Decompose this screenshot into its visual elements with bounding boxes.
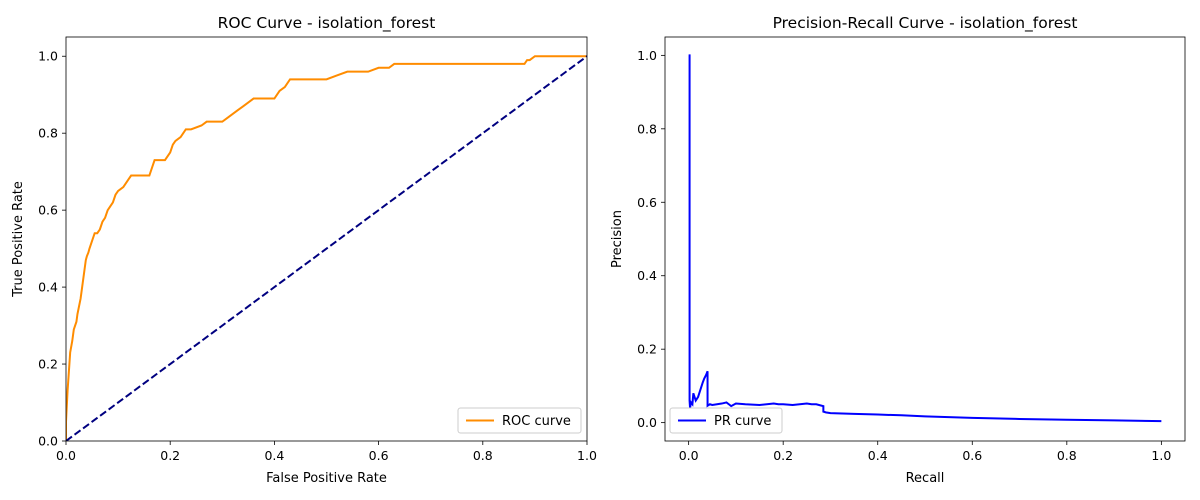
- roc-x-tick-label: 0.0: [56, 448, 76, 463]
- roc-y-tick-label: 0.6: [38, 203, 58, 218]
- roc-axes-frame: [65, 36, 588, 442]
- pr-chart-title: Precision-Recall Curve - isolation_fores…: [773, 14, 1078, 33]
- roc-y-tick-label: 0.4: [38, 280, 58, 295]
- roc-chart: 0.0 0.2 0.4 0.6 0.8 1.0 0.0 0.2 0.4 0.6 0.8 1.0 ROC …: [11, 14, 597, 486]
- roc-x-tick-label: 0.8: [473, 448, 493, 463]
- pr-x-tick-label: 0.8: [1057, 448, 1077, 463]
- pr-x-axis-label: Recall: [906, 471, 945, 486]
- roc-y-tick-label: 0.0: [38, 434, 58, 449]
- pr-legend-label: PR curve: [714, 414, 771, 429]
- roc-x-tick-label: 1.0: [577, 448, 597, 463]
- roc-x-tick-label: 0.4: [264, 448, 284, 463]
- pr-chart: 0.0 0.2 0.4 0.6 0.8 1.0 0.0 0.2 0.4 0.6 0.8 1.0 Prec…: [610, 14, 1186, 486]
- pr-x-tick-label: 0.6: [962, 448, 982, 463]
- roc-x-tick-label: 0.2: [160, 448, 180, 463]
- roc-legend: ROC curve: [457, 407, 582, 434]
- roc-legend-box: [457, 407, 582, 434]
- roc-chart-title: ROC Curve - isolation_forest: [218, 14, 436, 33]
- pr-curve-line: [688, 54, 1162, 423]
- roc-curve-line: [66, 55, 587, 441]
- pr-x-tick-label: 1.0: [1151, 448, 1171, 463]
- pr-y-tick-label: 1.0: [637, 48, 657, 63]
- roc-y-tick-label: 0.8: [38, 126, 58, 141]
- pr-y-tick-label: 0.8: [637, 121, 657, 136]
- pr-x-tick-label: 0.4: [868, 448, 888, 463]
- pr-legend-box: [669, 407, 783, 434]
- pr-axes-frame: [664, 36, 1186, 442]
- pr-y-tick-label: 0.6: [637, 195, 657, 210]
- pr-y-tick-label: 0.2: [637, 342, 657, 357]
- pr-y-tick-label: 0.0: [637, 415, 657, 430]
- chance-diagonal-line: [66, 55, 587, 441]
- roc-legend-label: ROC curve: [502, 414, 571, 429]
- pr-y-axis-label: Precision: [610, 210, 625, 268]
- roc-y-tick-label: 1.0: [38, 49, 58, 64]
- roc-x-tick-label: 0.6: [369, 448, 389, 463]
- roc-x-axis-label: False Positive Rate: [266, 471, 387, 486]
- pr-x-tick-label: 0.0: [679, 448, 699, 463]
- pr-legend: PR curve: [669, 407, 783, 434]
- roc-y-tick-label: 0.2: [38, 357, 58, 372]
- pr-x-tick-label: 0.2: [773, 448, 793, 463]
- pr-y-tick-label: 0.4: [637, 268, 657, 283]
- roc-y-axis-label: True Positive Rate: [11, 181, 26, 298]
